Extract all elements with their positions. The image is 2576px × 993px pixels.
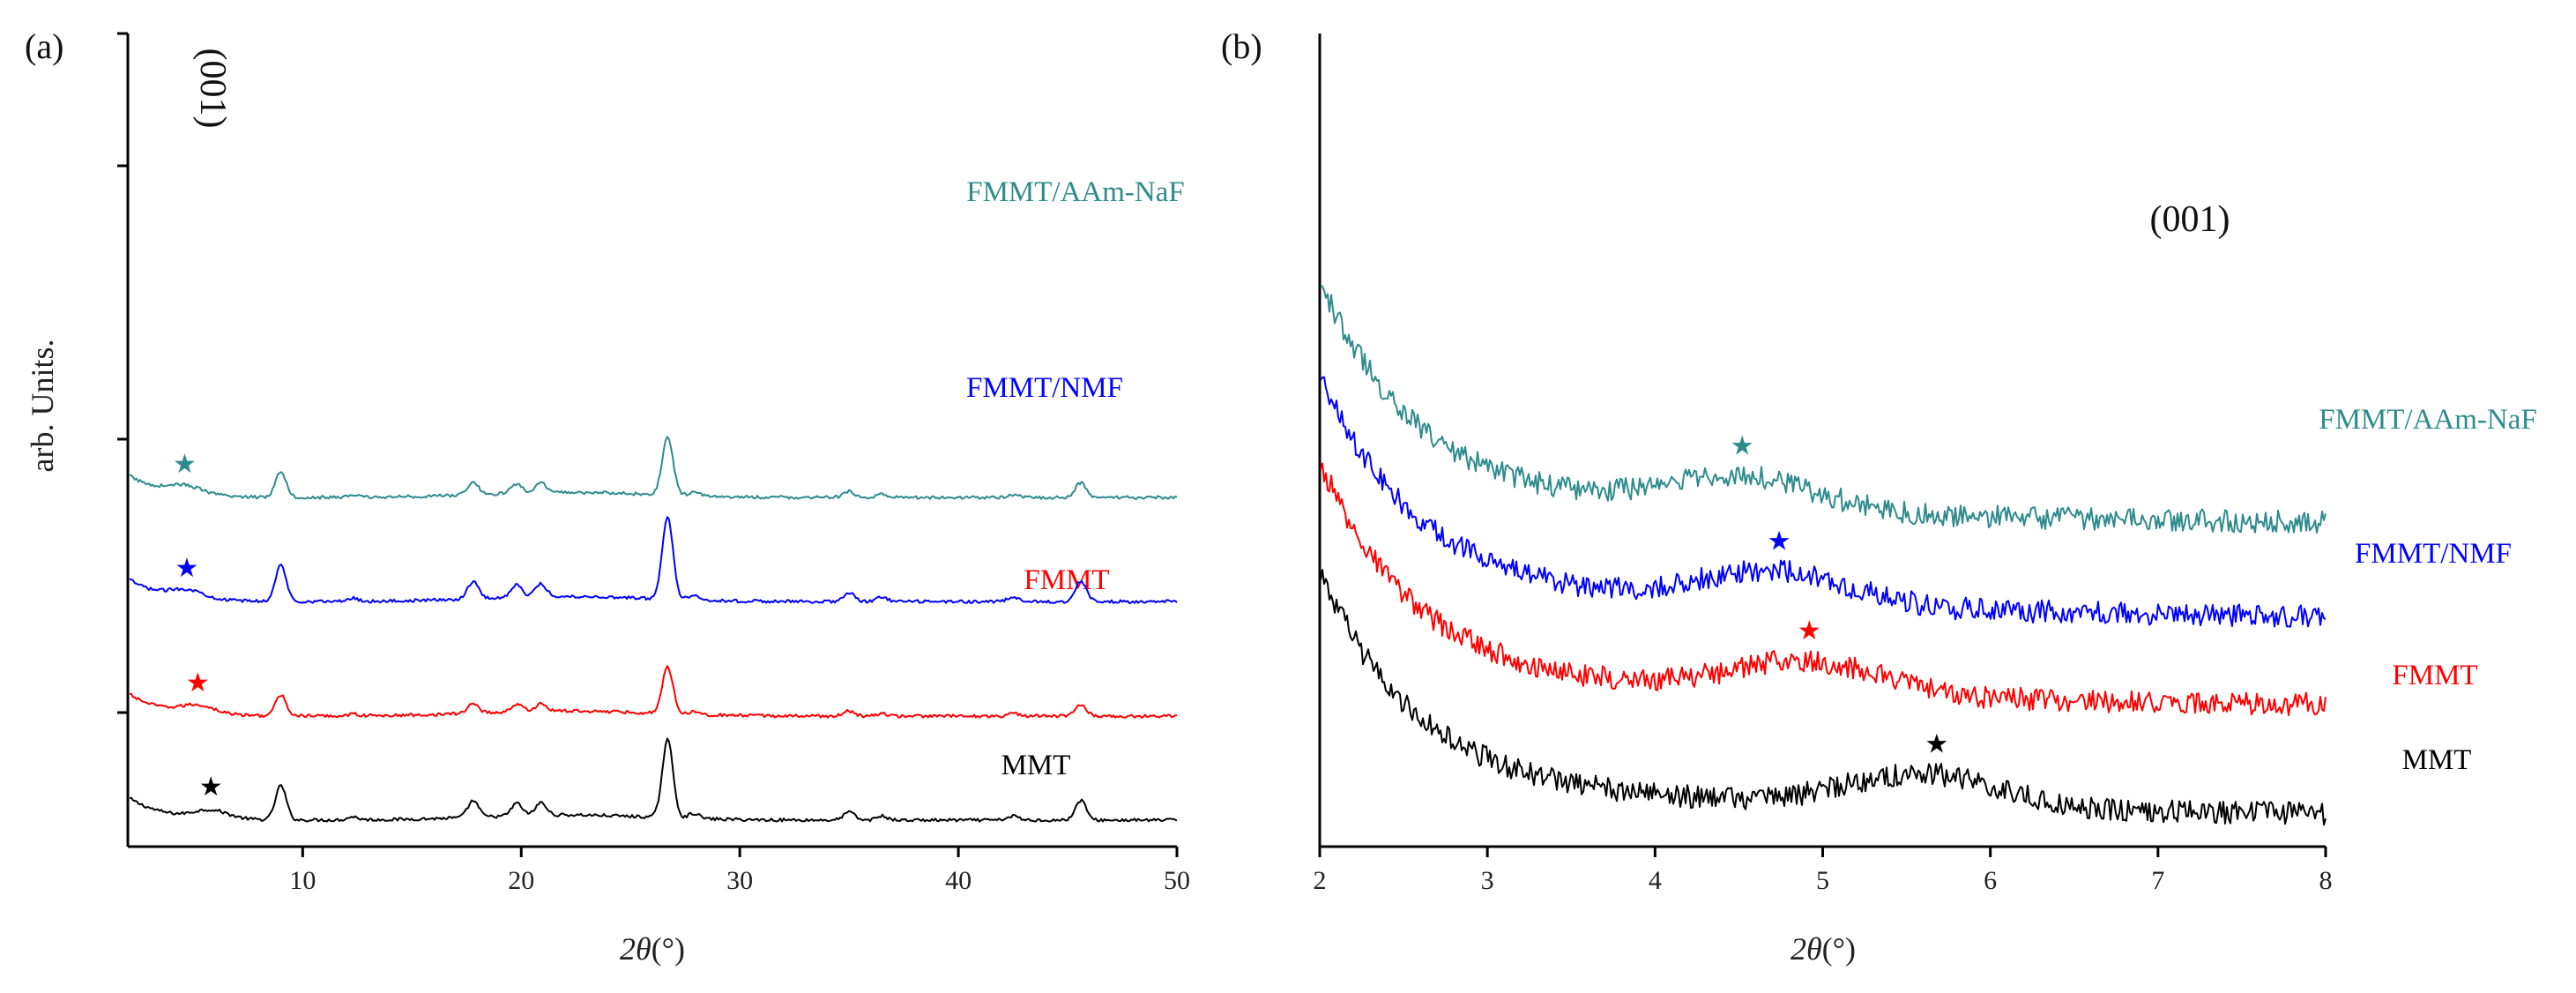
panel-b-x-tick-label: 5 — [1816, 866, 1829, 895]
panel-a-series-line — [129, 516, 1178, 604]
panel-a-star-marker: ★ — [199, 773, 223, 802]
panel-a-label: (a) — [25, 26, 63, 66]
panel-b-series-line — [1320, 376, 2327, 628]
panel-b-x-tick-label: 2 — [1314, 866, 1327, 895]
panel-a-star-marker: ★ — [175, 554, 198, 583]
panel-a-series-label: FMMT — [1024, 564, 1109, 596]
panel-a-series: ★ MMT ★ FMMT ★ FMMT/NMF ★ FMMT/AAm-NaF — [129, 176, 1185, 823]
panel-a-series-line — [129, 665, 1178, 719]
panel-b-series-label: FMMT/AAm-NaF — [2319, 404, 2537, 436]
panel-a-series-label: FMMT/AAm-NaF — [966, 176, 1185, 208]
panel-a-series-line — [129, 436, 1178, 500]
panel-b-series-label: FMMT — [2392, 660, 2477, 691]
panel-b-xlabel-unit: (°) — [1822, 931, 1856, 967]
panel-b-star-marker: ★ — [1768, 527, 1791, 556]
panel-b-x-tick-label: 3 — [1481, 866, 1494, 895]
panel-a-series-label: FMMT/NMF — [966, 372, 1123, 404]
panel-a-xlabel: 2θ(°) — [620, 931, 685, 967]
panel-a-001-annotation: (001) — [192, 49, 233, 129]
panel-a-x-tick-label: 50 — [1164, 866, 1190, 895]
panel-b-star-marker: ★ — [1731, 431, 1754, 460]
panel-b-xlabel-var: 2θ — [1791, 931, 1822, 967]
panel-b-series-line — [1320, 284, 2327, 534]
panel-b-series-line — [1320, 462, 2327, 716]
panel-a-x-tick-label: 20 — [508, 866, 534, 895]
panel-b-x-tick-label: 7 — [2151, 866, 2164, 895]
panel-a-xlabel-unit: (°) — [651, 931, 685, 967]
panel-b-series-label: FMMT/NMF — [2355, 538, 2512, 570]
panel-b-series-line — [1320, 569, 2327, 826]
panel-a-x-tick-label: 30 — [726, 866, 753, 895]
panel-b: (b) (001) 2 3 4 5 6 7 8 ★ MMT ★ FMMT ★ FMMT/NMF ★ FMM… — [1221, 26, 2537, 967]
panel-a-xlabel-var: 2θ — [620, 931, 651, 967]
panel-a-x-ticks: 10 20 30 40 50 — [289, 847, 1190, 895]
panel-b-star-marker: ★ — [1925, 730, 1948, 759]
panel-b-star-marker: ★ — [1798, 616, 1821, 646]
panel-b-x-tick-label: 6 — [1984, 866, 1997, 895]
panel-b-x-ticks: 2 3 4 5 6 7 8 — [1314, 847, 2333, 895]
panel-b-label: (b) — [1221, 26, 1262, 66]
panel-a-y-ticks — [117, 32, 128, 714]
panel-b-001-annotation: (001) — [2150, 199, 2230, 240]
panel-b-series: ★ MMT ★ FMMT ★ FMMT/NMF ★ FMMT/AAm-NaF — [1320, 284, 2537, 826]
panel-b-xlabel: 2θ(°) — [1791, 931, 1856, 967]
panel-a-series-label: MMT — [1001, 750, 1071, 781]
panel-b-x-tick-label: 8 — [2319, 866, 2333, 895]
panel-a-x-tick-label: 40 — [945, 866, 972, 895]
panel-a-x-tick-label: 10 — [289, 866, 316, 895]
panel-a-star-marker: ★ — [186, 668, 210, 698]
panel-a: (a) arb. Units. (001) 10 20 30 40 50 ★ MMT ★ FM… — [25, 26, 1190, 967]
panel-a-series-line — [129, 737, 1178, 823]
panel-b-x-tick-label: 4 — [1649, 866, 1662, 895]
panel-b-series-label: MMT — [2402, 744, 2472, 776]
panel-a-star-marker: ★ — [173, 450, 197, 479]
panel-a-ylabel: arb. Units. — [25, 340, 60, 473]
